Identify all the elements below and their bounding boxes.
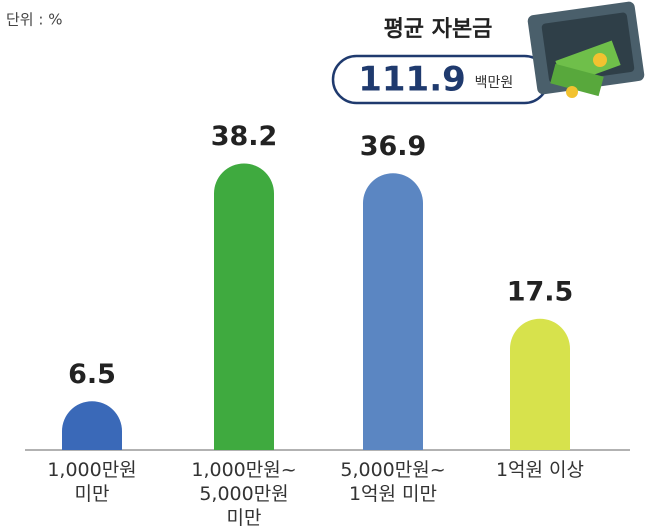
value-label: 38.2 [211, 121, 278, 152]
value-label: 36.9 [360, 131, 427, 162]
safe-icon [527, 1, 645, 98]
annotation-unit: 백만원 [475, 75, 514, 91]
bar [510, 319, 570, 450]
x-tick-label: 1억원 이상 [496, 459, 584, 481]
x-tick-label: 5,000만원~1억원 미만 [340, 459, 445, 505]
annotation-title: 평균 자본금 [384, 17, 493, 42]
unit-label: 단위 : % [6, 11, 62, 29]
bar [62, 401, 122, 450]
chart: 단위 : % 평균 자본금 111.9 백만원 6.5 1,000만원미만 38.2… [0, 0, 653, 530]
bar [214, 164, 274, 451]
value-label: 17.5 [507, 276, 574, 307]
page: 단위 : % 평균 자본금 111.9 백만원 6.5 1,000만원미만 38.2… [0, 0, 653, 530]
annotation-value: 111.9 [358, 60, 466, 100]
value-label: 6.5 [68, 359, 116, 390]
bar [363, 173, 423, 450]
